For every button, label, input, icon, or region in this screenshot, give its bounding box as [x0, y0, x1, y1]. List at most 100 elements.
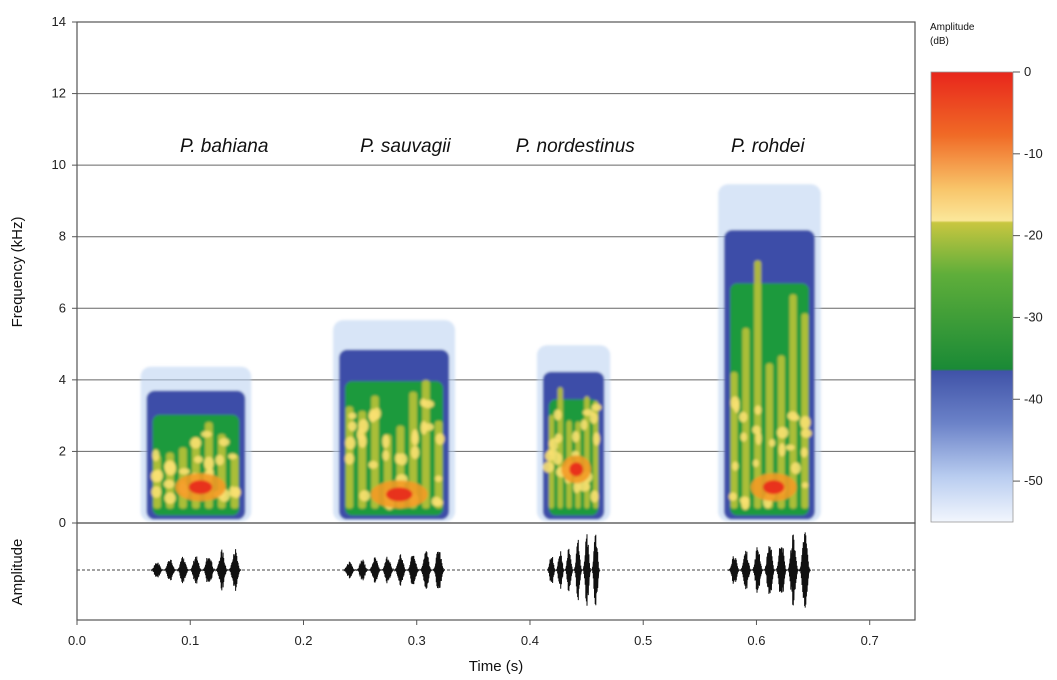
energy-speckle	[768, 438, 776, 447]
energy-speckle	[755, 431, 762, 445]
energy-speckle	[590, 490, 599, 503]
y-tick-label: 0	[59, 515, 66, 530]
energy-speckle	[578, 481, 591, 492]
energy-speckle	[218, 437, 230, 447]
energy-speckle	[420, 421, 428, 435]
energy-speckle	[382, 449, 390, 461]
energy-speckle	[573, 481, 581, 494]
energy-speckle	[410, 446, 420, 459]
energy-speckle	[552, 452, 563, 465]
pulse-band	[371, 395, 379, 509]
pulse-band	[230, 454, 239, 509]
peak-energy-red	[762, 480, 785, 495]
energy-speckle	[152, 449, 160, 462]
colorbar-tick-label: -20	[1024, 228, 1043, 243]
species-waveform	[546, 534, 601, 606]
pulse-band	[730, 371, 738, 509]
amplitude-axis-label: Amplitude	[9, 539, 26, 606]
species-waveform	[343, 551, 446, 589]
energy-speckle	[740, 432, 748, 442]
energy-speckle	[542, 461, 555, 473]
x-tick-label: 0.3	[408, 633, 426, 648]
y-tick-label: 2	[59, 443, 66, 458]
colorbar-ticks: 0 -10 -20 -30 -40 -50	[1013, 64, 1043, 488]
colorbar-tick-label: -30	[1024, 309, 1043, 324]
energy-speckle	[411, 429, 419, 443]
species-spectrogram	[333, 320, 456, 522]
waveform-trace	[728, 532, 811, 608]
energy-speckle	[593, 432, 601, 446]
energy-speckle	[785, 444, 795, 451]
energy-speckle	[193, 455, 203, 464]
energy-speckle	[164, 462, 177, 476]
energy-speckle	[164, 492, 176, 504]
oscillogram-waveforms	[150, 532, 811, 608]
waveform-trace	[343, 551, 446, 589]
x-tick-label: 0.5	[634, 633, 652, 648]
species-label: P. rohdei	[731, 136, 805, 157]
pulse-band	[789, 294, 797, 509]
energy-speckle	[800, 447, 808, 458]
waveform-trace	[546, 534, 601, 606]
pulse-band	[754, 260, 762, 509]
energy-speckle	[358, 434, 367, 448]
energy-speckle	[215, 454, 225, 466]
oscillogram-frame	[76, 522, 916, 621]
y-tick-label: 8	[59, 229, 66, 244]
colorbar: Amplitude (dB) 0 -10 -20 -30 -40 -50	[930, 22, 1043, 523]
energy-speckle	[591, 403, 602, 412]
energy-speckle	[151, 486, 162, 498]
energy-speckle	[359, 490, 371, 502]
y-tick-label: 10	[52, 157, 66, 172]
energy-speckle	[731, 461, 739, 471]
colorbar-title-unit: (dB)	[930, 36, 949, 47]
energy-speckle	[754, 405, 762, 415]
energy-speckle	[153, 469, 164, 483]
colorbar-tick-label: 0	[1024, 64, 1031, 79]
energy-speckle	[368, 409, 377, 423]
energy-speckle	[801, 482, 809, 489]
y-tick-label: 4	[59, 372, 66, 387]
spectrogram-blobs	[140, 184, 821, 522]
colorbar-tick-label: -40	[1024, 391, 1043, 406]
energy-speckle	[739, 496, 750, 505]
oscillogram-panel	[76, 522, 916, 621]
pulse-band	[765, 363, 774, 509]
energy-speckle	[544, 450, 555, 462]
peak-energy-red	[385, 487, 413, 502]
energy-speckle	[571, 431, 580, 443]
pulse-band	[422, 379, 430, 509]
energy-speckle	[431, 496, 442, 507]
x-tick-label: 0.6	[747, 633, 765, 648]
colorbar-tick-label: -50	[1024, 473, 1043, 488]
energy-speckle	[790, 462, 801, 475]
x-axis-label: Time (s)	[469, 658, 523, 675]
spectrogram-panel: P. bahiana P. sauvagii P. nordestinus P. ro…	[52, 14, 916, 530]
energy-speckle	[178, 468, 190, 475]
energy-speckle	[394, 453, 402, 465]
energy-speckle	[728, 492, 737, 501]
species-label: P. bahiana	[180, 136, 268, 157]
energy-speckle	[227, 453, 237, 460]
energy-speckle	[203, 456, 214, 471]
species-labels: P. bahiana P. sauvagii P. nordestinus P. ro…	[180, 136, 805, 157]
energy-speckle	[344, 452, 355, 465]
species-waveform	[728, 532, 811, 608]
pulse-band	[548, 414, 555, 509]
species-label: P. sauvagii	[360, 136, 451, 157]
x-tick-label: 0.1	[181, 633, 199, 648]
y-axis-label: Frequency (kHz)	[9, 217, 26, 328]
energy-speckle	[348, 412, 357, 420]
peak-energy-red	[188, 480, 213, 495]
energy-speckle	[733, 400, 740, 413]
energy-speckle	[368, 460, 378, 469]
energy-speckle	[345, 436, 356, 450]
pulse-band	[557, 387, 563, 509]
energy-speckle	[778, 443, 786, 457]
energy-speckle	[580, 419, 588, 431]
energy-speckle	[233, 487, 241, 497]
waveform-trace	[150, 549, 242, 591]
x-axis-ticks: 0.0 0.1 0.2 0.3 0.4 0.5 0.6 0.7	[68, 620, 879, 648]
energy-speckle	[787, 411, 798, 421]
